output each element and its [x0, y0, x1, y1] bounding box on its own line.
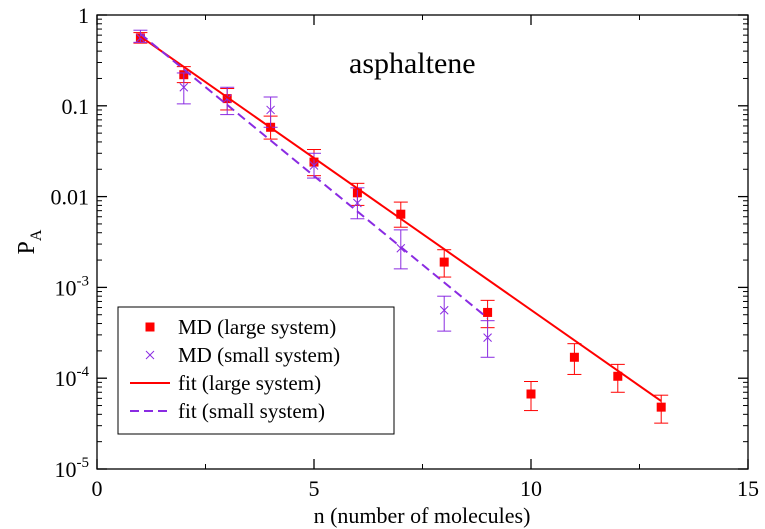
- y-tick-label: 10-3: [55, 273, 90, 300]
- y-axis-label-main: P: [14, 241, 40, 254]
- y-axis-label: PA: [14, 229, 45, 254]
- data-point: [179, 82, 189, 92]
- marker-stroke: [439, 305, 449, 315]
- y-tick-label: 10-4: [55, 364, 90, 391]
- data-point: [526, 389, 536, 399]
- y-tick-label-base: 10: [55, 457, 77, 482]
- marker-stroke: [483, 333, 492, 342]
- data-point: [396, 209, 406, 219]
- data-point: [309, 161, 319, 170]
- x-tick-label: 5: [309, 476, 320, 501]
- fit-line: [139, 33, 489, 319]
- y-tick-label: 1: [78, 3, 89, 28]
- series-2: [139, 35, 662, 402]
- legend-marker: [145, 350, 155, 360]
- series-3: [139, 33, 489, 319]
- chart-annotation: asphaltene: [349, 47, 476, 80]
- legend-box: [117, 306, 395, 435]
- x-tick-label: 10: [520, 476, 542, 501]
- y-tick-label-base: 10: [55, 366, 77, 391]
- legend-label: MD (large system): [178, 315, 336, 339]
- y-tick-label: 10-5: [55, 455, 90, 482]
- legend-label: fit (large system): [178, 371, 321, 395]
- x-axis-label: n (number of molecules): [314, 503, 531, 528]
- x-tick-label: 0: [92, 476, 103, 501]
- data-point: [266, 105, 275, 115]
- legend-marker: [145, 322, 155, 332]
- marker-stroke: [309, 161, 319, 170]
- y-tick-label-exponent: -5: [77, 455, 90, 471]
- series-layer: [133, 29, 669, 424]
- legend: MD (large system) MD (small system) fit (l…: [117, 306, 395, 435]
- data-point: [656, 402, 666, 412]
- y-tick-label-base: 10: [55, 275, 77, 300]
- data-point: [483, 307, 493, 317]
- y-tick-label-exponent: -3: [77, 273, 90, 289]
- data-point: [613, 371, 623, 381]
- marker-stroke: [179, 82, 189, 92]
- svg-text:PA: PA: [14, 229, 45, 254]
- y-axis-label-subscript: A: [28, 229, 45, 241]
- data-point: [353, 198, 362, 208]
- marker-stroke: [222, 94, 232, 103]
- legend-label: fit (small system): [178, 399, 325, 423]
- data-point: [439, 305, 449, 315]
- legend-label: MD (small system): [178, 343, 340, 367]
- marker-stroke: [353, 198, 362, 208]
- data-point: [569, 352, 579, 362]
- marker-stroke: [145, 350, 155, 360]
- marker-stroke: [266, 105, 275, 115]
- data-point: [483, 333, 492, 342]
- y-tick-label-exponent: -4: [77, 364, 90, 380]
- x-tick-label: 15: [737, 476, 759, 501]
- fit-line: [139, 35, 662, 402]
- y-tick-label: 0.1: [62, 94, 90, 119]
- y-tick-label: 0.01: [51, 185, 90, 210]
- data-point: [439, 257, 449, 267]
